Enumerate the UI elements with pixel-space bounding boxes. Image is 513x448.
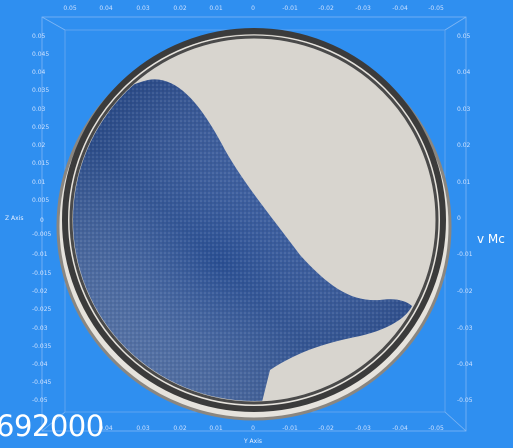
axis-tick-label: -0.03 — [457, 325, 473, 332]
axis-tick-label: -0.05 — [457, 397, 473, 404]
axis-tick-label: 0.05 — [32, 33, 46, 40]
axis-tick-label: 0.04 — [99, 5, 113, 12]
axis-tick-label: 0.04 — [457, 69, 471, 76]
axis-tick-label: 0.05 — [63, 5, 77, 12]
axis-tick-label: -0.04 — [32, 361, 48, 368]
axis-tick-label: 0.04 — [99, 425, 113, 432]
axis-ticks-left: 0.05 0.045 0.04 0.035 0.03 0.025 0.02 0.… — [5, 33, 52, 404]
particle-grain-texture — [73, 79, 412, 401]
axis-tick-label: -0.01 — [457, 251, 473, 258]
axis-tick-label: -0.04 — [392, 425, 408, 432]
axis-tick-label: -0.02 — [318, 5, 334, 12]
drum-outer-wall — [62, 28, 446, 412]
axis-tick-label: 0.03 — [136, 5, 150, 12]
axis-tick-label: 0 — [251, 5, 255, 12]
axis-tick-label: 0.02 — [173, 425, 187, 432]
axis-tick-label: 0.01 — [209, 5, 223, 12]
axis-tick-label: 0.01 — [209, 425, 223, 432]
axis-tick-label: -0.05 — [428, 5, 444, 12]
axis-ticks-right: 0.05 0.04 0.03 0.02 0.01 0 -0.01 -0.02 -… — [457, 33, 473, 404]
axis-tick-label: 0.01 — [457, 179, 471, 186]
axis-tick-label: -0.045 — [32, 379, 52, 386]
axis-tick-label: 0.05 — [457, 33, 471, 40]
granular-bed — [73, 79, 412, 401]
axis-tick-label: 0.045 — [32, 51, 49, 58]
axis-tick-label: -0.03 — [355, 425, 371, 432]
axis-tick-label: 0.02 — [32, 142, 46, 149]
scalar-bar-title: v Mc — [477, 232, 505, 246]
axis-tick-label: -0.035 — [32, 343, 52, 350]
axis-tick-label: 0 — [457, 215, 461, 222]
axis-tick-label: 0.035 — [32, 87, 49, 94]
x-axis-title: Y Axis — [243, 438, 262, 445]
axis-tick-label: -0.01 — [32, 251, 48, 258]
axis-tick-label: 0.005 — [32, 197, 49, 204]
axis-tick-label: -0.05 — [32, 397, 48, 404]
axis-tick-label: 0.025 — [32, 124, 49, 131]
axis-tick-label: -0.03 — [32, 325, 48, 332]
rotating-drum[interactable] — [56, 28, 452, 421]
axis-ticks-bottom: 0.03 0.02 0.01 0 -0.01 -0.02 -0.03 -0.04… — [99, 425, 444, 445]
axis-tick-label: -0.005 — [32, 231, 52, 238]
axis-tick-label: 0 — [40, 217, 44, 224]
axis-tick-label: -0.02 — [457, 288, 473, 295]
axis-tick-label: -0.02 — [318, 425, 334, 432]
y-axis-title: Z Axis — [5, 215, 23, 222]
axis-tick-label: -0.04 — [392, 5, 408, 12]
frame-counter: 692000 — [0, 409, 104, 443]
axis-tick-label: -0.025 — [32, 306, 52, 313]
axis-tick-label: -0.03 — [355, 5, 371, 12]
axis-tick-label: 0.03 — [136, 425, 150, 432]
axis-tick-label: -0.01 — [282, 425, 298, 432]
axis-tick-label: 0.03 — [32, 106, 46, 113]
axis-tick-label: -0.02 — [32, 288, 48, 295]
axis-tick-label: -0.05 — [428, 425, 444, 432]
axis-tick-label: -0.01 — [282, 5, 298, 12]
axis-tick-label: 0.015 — [32, 160, 49, 167]
axis-tick-label: -0.015 — [32, 270, 52, 277]
axis-ticks-top: 0.05 0.04 0.03 0.02 0.01 0 -0.01 -0.02 -… — [63, 5, 444, 12]
axis-tick-label: 0.02 — [457, 142, 471, 149]
axis-tick-label: -0.04 — [457, 361, 473, 368]
axis-tick-label: 0 — [251, 425, 255, 432]
axis-tick-label: 0.04 — [32, 69, 46, 76]
axis-tick-label: 0.01 — [32, 179, 46, 186]
axis-tick-label: 0.03 — [457, 106, 471, 113]
axis-tick-label: 0.02 — [173, 5, 187, 12]
